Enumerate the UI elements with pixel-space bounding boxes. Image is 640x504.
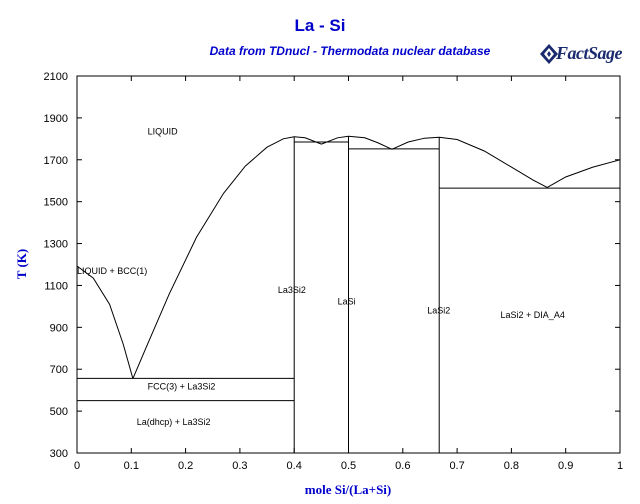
x-tick-label: 0.6 — [395, 460, 410, 472]
phase-boundary-line — [321, 135, 393, 150]
y-tick-label: 900 — [50, 322, 68, 334]
region-label: LaSi — [338, 296, 356, 306]
phase-boundary-line — [546, 159, 621, 188]
x-tick-label: 0.7 — [449, 460, 464, 472]
region-label: LIQUID + BCC(1) — [77, 266, 147, 276]
y-tick-label: 1700 — [44, 155, 68, 167]
chart-title: La - Si — [294, 16, 346, 35]
chart-subtitle: Data from TDnucl - Thermodata nuclear da… — [209, 44, 491, 58]
x-tick-label: 0.3 — [232, 460, 247, 472]
x-tick-label: 0.2 — [178, 460, 193, 472]
x-tick-label: 0.8 — [504, 460, 519, 472]
x-tick-label: 1 — [617, 460, 623, 472]
y-axis-label: T (K) — [14, 249, 29, 279]
phase-boundary-line — [76, 265, 134, 379]
y-tick-label: 1300 — [44, 239, 68, 251]
region-label: LIQUID — [148, 127, 179, 137]
x-axis-label: mole Si/(La+Si) — [305, 482, 392, 497]
factsage-logo-text: FactSage — [556, 43, 623, 63]
region-label: LaSi2 — [427, 306, 450, 316]
x-tick-label: 0.9 — [558, 460, 573, 472]
phase-boundaries — [76, 135, 621, 453]
factsage-logo: FactSage — [538, 40, 623, 70]
region-label: FCC(3) + La3Si2 — [148, 381, 216, 391]
y-tick-label: 300 — [50, 448, 68, 460]
y-tick-label: 500 — [50, 406, 68, 418]
y-tick-label: 700 — [50, 364, 68, 376]
phase-boundary-line — [391, 136, 548, 188]
region-label: LaSi2 + DIA_A4 — [501, 310, 565, 320]
y-tick-label: 1100 — [44, 280, 68, 292]
y-tick-label: 1900 — [44, 113, 68, 125]
y-tick-label: 1500 — [44, 197, 68, 209]
x-tick-label: 0 — [74, 460, 80, 472]
factsage-logo-mark-icon — [540, 44, 558, 64]
y-tick-label: 2100 — [44, 71, 68, 83]
x-tick-label: 0.4 — [287, 460, 302, 472]
x-tick-label: 0.1 — [124, 460, 139, 472]
region-label: La(dhcp) + La3Si2 — [137, 417, 211, 427]
x-tick-label: 0.5 — [341, 460, 356, 472]
region-label: La3Si2 — [278, 285, 306, 295]
axis-ticks: 0 0.1 0.2 0.3 0.4 0.5 0.6 0.7 0.8 0.9 130050070090… — [44, 71, 624, 472]
region-labels: LIQUID LIQUID + BCC(1) La3Si2 LaSi LaSi2 LaSi… — [77, 127, 565, 427]
phase-boundary-line — [132, 136, 322, 379]
